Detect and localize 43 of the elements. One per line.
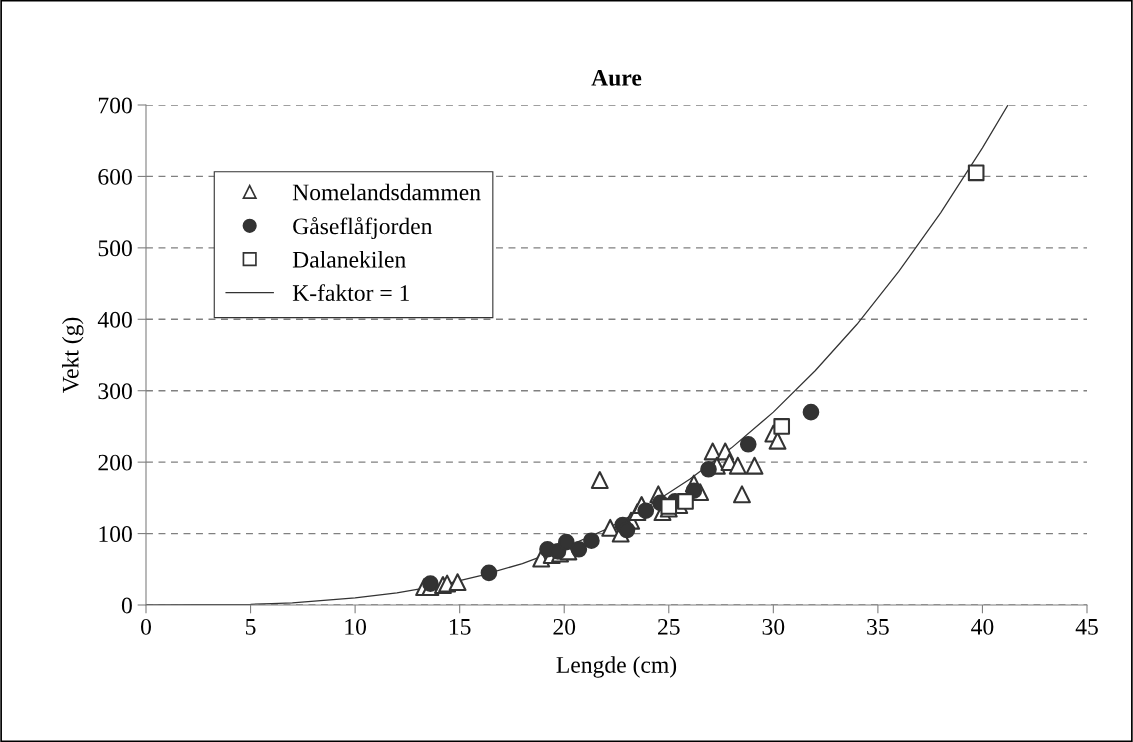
point [448,573,467,592]
point [557,533,575,551]
x-tick-label: 35 [867,618,889,635]
point [745,456,764,475]
point [728,456,747,475]
legend-label: Nomelandsdammen [292,183,481,201]
point [700,460,717,478]
y-tick-label: 400 [97,311,132,328]
y-axis-title: Vekt (g) [62,317,84,394]
x-tick-label: 0 [141,618,151,635]
x-tick-label: 25 [658,618,680,635]
point [590,471,609,489]
x-tick-label: 5 [246,619,256,635]
y-tick-label: 600 [98,168,132,185]
legend-label: Dalanekilen [292,251,406,268]
y-tick-label: 500 [98,240,132,257]
x-tick-label: 40 [971,618,994,635]
point [618,521,636,539]
x-tick-label: 45 [1075,619,1098,635]
point [480,564,498,582]
point [773,418,791,435]
x-axis-title: Lengde (cm) [556,656,677,678]
point [733,485,751,504]
point [739,435,757,453]
point [967,164,985,182]
y-tick-label: 200 [98,454,132,471]
point [583,532,600,550]
x-tick-label: 20 [553,618,576,635]
point [570,540,588,558]
point [677,493,694,510]
y-tick-label: 700 [98,97,132,114]
x-tick-label: 10 [345,618,367,635]
legend-label: Gåseflåfjorden [293,216,433,240]
y-tick-label: 100 [99,526,132,542]
y-tick-label: 0 [121,597,132,614]
point [422,575,439,592]
y-tick-label: 300 [98,383,132,400]
x-tick-label: 15 [449,618,471,635]
point [637,502,655,520]
x-tick-label: 30 [762,618,785,635]
point [802,403,820,421]
legend-label: K-faktor = 1 [292,284,409,302]
chart-title: Aure [591,69,642,86]
